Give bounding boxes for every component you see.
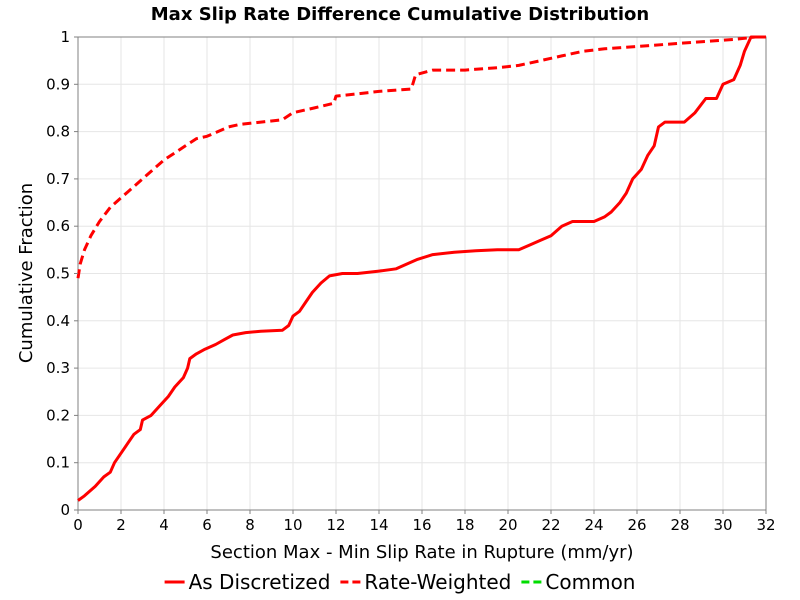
legend-label: Common [545,570,635,594]
legend-item: Rate-Weighted [340,570,511,594]
chart-title: Max Slip Rate Difference Cumulative Dist… [151,4,649,25]
y-tick-label: 0.8 [46,123,70,141]
y-tick-labels: 0 0.1 0.2 0.3 0.4 0.5 0.6 0.7 0.8 0.9 1 [46,28,78,519]
series-layer [76,35,766,502]
series-line-rate-weighted [76,35,766,279]
y-tick-label: 0.2 [46,406,70,424]
x-tick-label: 30 [713,516,732,534]
x-tick-label: 28 [670,516,689,534]
y-tick-label: 0.1 [46,454,70,472]
y-tick-label: 0.3 [46,359,70,377]
x-tick-label: 26 [627,516,646,534]
grid [77,36,767,511]
legend-item: Common [521,570,635,594]
y-tick-label: 0.5 [46,265,70,283]
x-tick-labels: 0 2 4 6 8 10 12 14 16 18 20 22 24 26 28 30 32 [73,510,776,534]
x-tick-label: 24 [584,516,603,534]
y-tick-label: 1 [60,28,70,46]
legend-label: As Discretized [189,570,331,594]
x-tick-label: 0 [73,516,83,534]
x-tick-label: 14 [369,516,388,534]
x-tick-label: 4 [159,516,169,534]
y-tick-label: 0 [60,501,70,519]
x-tick-label: 10 [283,516,302,534]
x-tick-label: 16 [412,516,431,534]
legend: As Discretized Rate-Weighted Common [164,570,635,594]
x-tick-label: 12 [326,516,345,534]
legend-label: Rate-Weighted [364,570,511,594]
x-tick-label: 8 [245,516,255,534]
y-tick-label: 0.6 [46,217,70,235]
x-tick-label: 22 [541,516,560,534]
x-axis-label: Section Max - Min Slip Rate in Rupture (… [210,542,633,563]
x-tick-label: 6 [202,516,212,534]
y-tick-label: 0.4 [46,312,70,330]
x-tick-label: 20 [498,516,517,534]
x-tick-label: 32 [756,516,775,534]
legend-item: As Discretized [164,570,331,594]
x-tick-label: 2 [116,516,126,534]
series-line-as-discretized [77,35,766,502]
y-axis-label: Cumulative Fraction [16,183,37,363]
x-tick-label: 18 [455,516,474,534]
y-tick-label: 0.7 [46,170,70,188]
y-tick-label: 0.9 [46,75,70,93]
